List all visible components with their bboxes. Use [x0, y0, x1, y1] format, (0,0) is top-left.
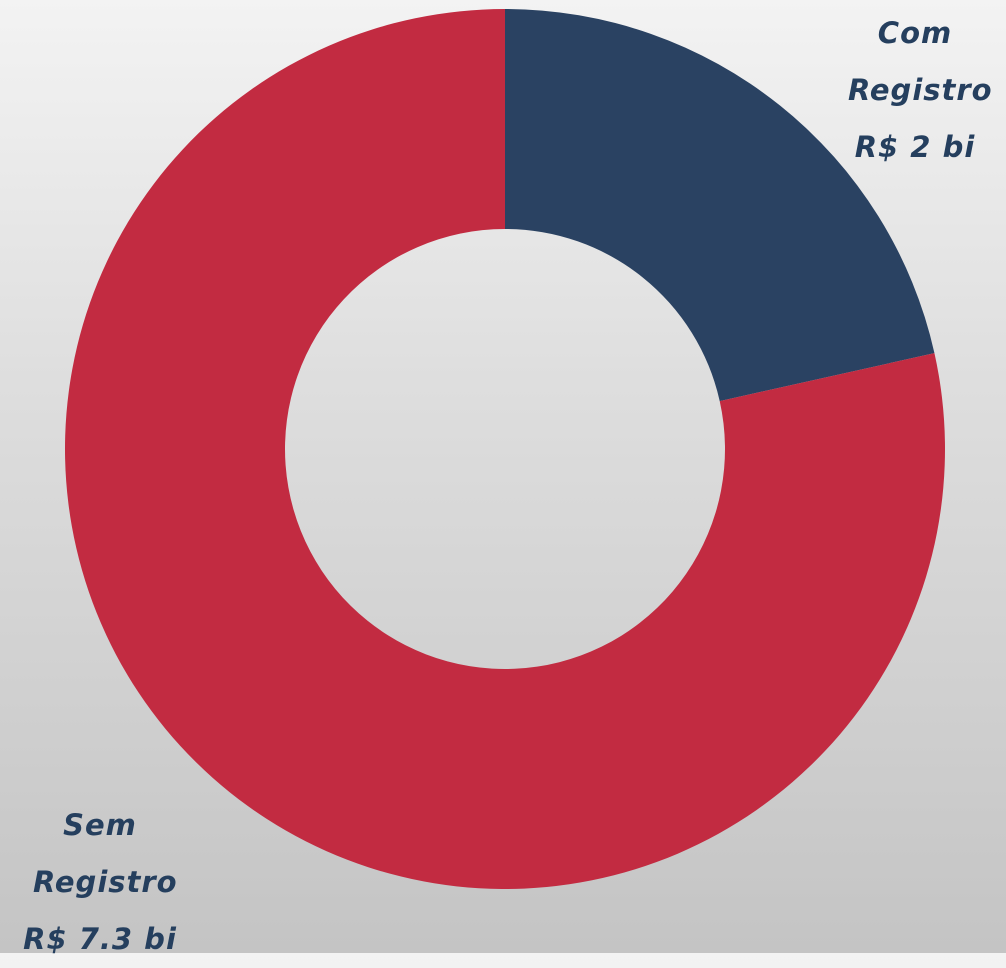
slice-label: Sem Registro R$ 7.3 bi — [5, 797, 195, 968]
value-label: R$ 2 bi — [854, 130, 976, 164]
category-label: Sem Registro — [33, 808, 178, 899]
donut-slice — [505, 9, 935, 402]
value-label: R$ 7.3 bi — [23, 922, 177, 956]
donut-slice — [64, 9, 945, 889]
category-label: Com Registro — [848, 16, 993, 107]
slice-label: Com Registro R$ 2 bi — [820, 5, 1006, 176]
